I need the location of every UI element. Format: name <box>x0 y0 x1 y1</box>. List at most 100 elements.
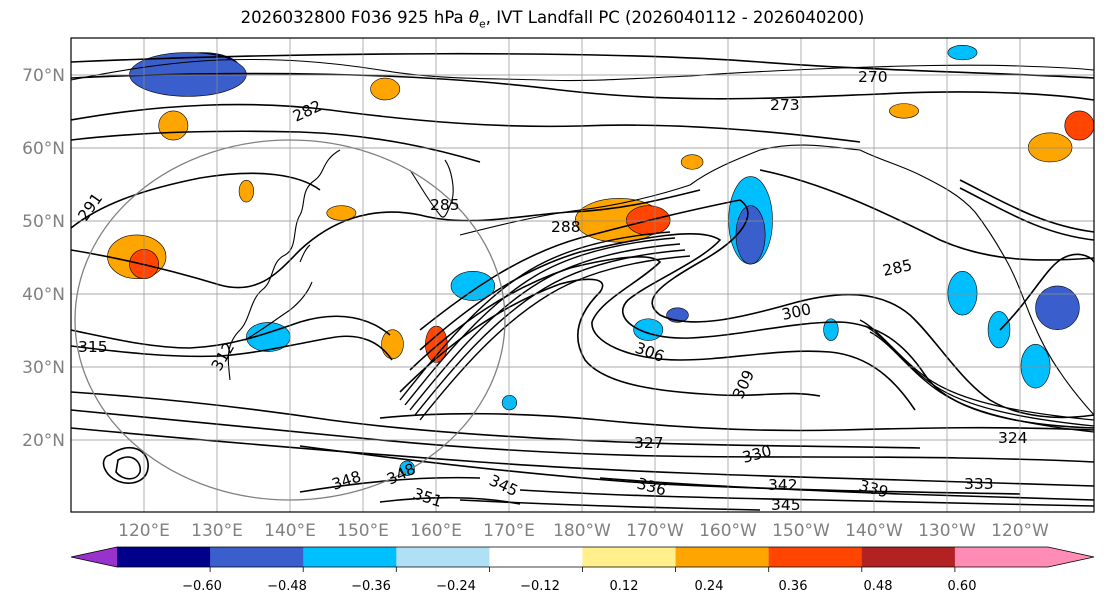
map-frame <box>70 37 1095 513</box>
colorbar-segment <box>210 547 304 567</box>
longitude-labels: 120°E 130°E 140°E 150°E 160°E 170°E 180°… <box>118 521 1049 541</box>
pc-anomaly-patch <box>326 205 357 221</box>
contour-312 <box>71 335 393 361</box>
coastline-arctic <box>71 58 1094 82</box>
colorbar-label: −0.48 <box>267 579 307 594</box>
contour-east-trough <box>999 253 1094 331</box>
colorbar-label: 0.48 <box>864 579 893 594</box>
lon-label-170w: 170°W <box>626 521 684 541</box>
contour-label: 270 <box>858 68 888 86</box>
lon-label-140w: 140°W <box>845 521 903 541</box>
colorbar-label: −0.60 <box>182 579 222 594</box>
colorbar-segment <box>582 547 677 567</box>
contour-east-shear-1 <box>959 179 1094 233</box>
colorbar-segment <box>768 547 863 567</box>
lat-label-20n: 20°N <box>22 431 65 451</box>
colorbar-label: −0.12 <box>520 579 560 594</box>
contour-336 <box>299 445 1021 495</box>
contour-label: 285 <box>881 256 914 280</box>
pc-anomaly-patch <box>1020 343 1051 389</box>
latitude-labels: 20°N 30°N 40°N 50°N 60°N 70°N <box>22 66 65 451</box>
contour-303 <box>419 232 1094 429</box>
colorbar-segment <box>396 547 490 567</box>
lat-label-60n: 60°N <box>22 139 65 159</box>
pc-anomaly-patch <box>1035 285 1080 330</box>
pc-anomaly-patch <box>399 460 415 476</box>
contour-300 <box>419 199 1094 419</box>
contour-285-west <box>71 130 481 163</box>
lat-label-70n: 70°N <box>22 66 65 86</box>
colorbar-ticks <box>209 567 956 572</box>
lon-label-120e: 120°E <box>118 521 170 541</box>
contour-282 <box>71 103 861 143</box>
coastline-aleutians <box>459 184 691 236</box>
map-plot-area: 270 273 282 285 285 288 291 300 306 309 … <box>71 38 1094 512</box>
contour-270 <box>71 52 1094 79</box>
colorbar-outline <box>70 546 1095 568</box>
pc-anomaly-patch <box>158 110 189 141</box>
frontal-contour-3 <box>409 243 681 411</box>
colorbar-segment <box>303 547 397 567</box>
contour-273 <box>71 72 1094 101</box>
contour-label: 327 <box>634 434 664 452</box>
contour-339 <box>599 477 1094 501</box>
pc-anomaly-patch <box>947 271 978 316</box>
colorbar: −0.60 −0.48 −0.36 −0.24 −0.12 0.12 0.24 … <box>70 546 1095 594</box>
lon-label-120w: 120°W <box>991 521 1049 541</box>
colorbar-label: 0.36 <box>779 579 808 594</box>
map-background <box>71 38 1094 512</box>
contour-327 <box>71 391 921 449</box>
colorbar-segment <box>117 547 211 567</box>
contour-low-west-inner <box>115 456 142 480</box>
pc-anomaly-patch <box>680 154 704 170</box>
lon-label-160e: 160°E <box>410 521 462 541</box>
contour-label: 342 <box>768 476 798 494</box>
colorbar-label: −0.24 <box>436 579 476 594</box>
lat-label-30n: 30°N <box>22 358 65 378</box>
pc-anomaly-patch <box>381 329 404 360</box>
contour-348 <box>299 476 481 493</box>
frontal-contour-4 <box>414 249 686 416</box>
pc-anomaly-patch <box>735 205 766 265</box>
contour-351 <box>379 496 521 505</box>
frontal-contour-2 <box>404 237 676 406</box>
contour-345 <box>459 499 761 511</box>
lon-label-150e: 150°E <box>337 521 389 541</box>
coastline-alaska <box>689 144 1094 416</box>
east-jet-contour-2 <box>864 325 1094 427</box>
contour-label: 315 <box>78 338 108 356</box>
pc-anomaly-patch <box>450 271 496 301</box>
colorbar-label: −0.36 <box>351 579 391 594</box>
colorbar-labels: −0.60 −0.48 −0.36 −0.24 −0.12 0.12 0.24 … <box>182 579 976 594</box>
theta-e-contours <box>71 52 1094 511</box>
contour-291 <box>71 172 321 229</box>
coastline-kamchatka <box>409 159 454 218</box>
contour-324 <box>379 412 1094 432</box>
colorbar-label: 0.12 <box>610 579 639 594</box>
east-jet-contour-3 <box>869 331 1094 433</box>
lon-label-180w: 180°W <box>553 521 611 541</box>
pc-anomaly-patch <box>889 103 919 119</box>
contour-288 <box>71 189 701 289</box>
lon-label-150w: 150°W <box>772 521 830 541</box>
contour-label: 324 <box>998 429 1028 447</box>
lon-label-130w: 130°W <box>918 521 976 541</box>
lon-label-140e: 140°E <box>264 521 316 541</box>
contour-315 <box>71 315 391 349</box>
colorbar-segment <box>861 547 956 567</box>
contour-330 <box>71 409 1094 463</box>
contour-east-shear-2 <box>959 187 1094 241</box>
gridlines <box>71 38 1094 512</box>
lat-label-40n: 40°N <box>22 285 65 305</box>
pc-anomaly-patch <box>370 77 401 101</box>
colorbar-extend-high <box>1048 547 1094 567</box>
contour-label: 288 <box>551 218 581 236</box>
pc-anomaly-patch <box>947 44 978 61</box>
contour-285-east <box>759 169 1094 261</box>
contour-label: 273 <box>770 96 800 114</box>
east-jet-contour-1 <box>859 319 1094 421</box>
pc-anomaly-patch <box>1064 110 1094 141</box>
lon-label-160w: 160°W <box>699 521 757 541</box>
colorbar-segment <box>489 547 583 567</box>
contour-342 <box>519 489 1094 507</box>
